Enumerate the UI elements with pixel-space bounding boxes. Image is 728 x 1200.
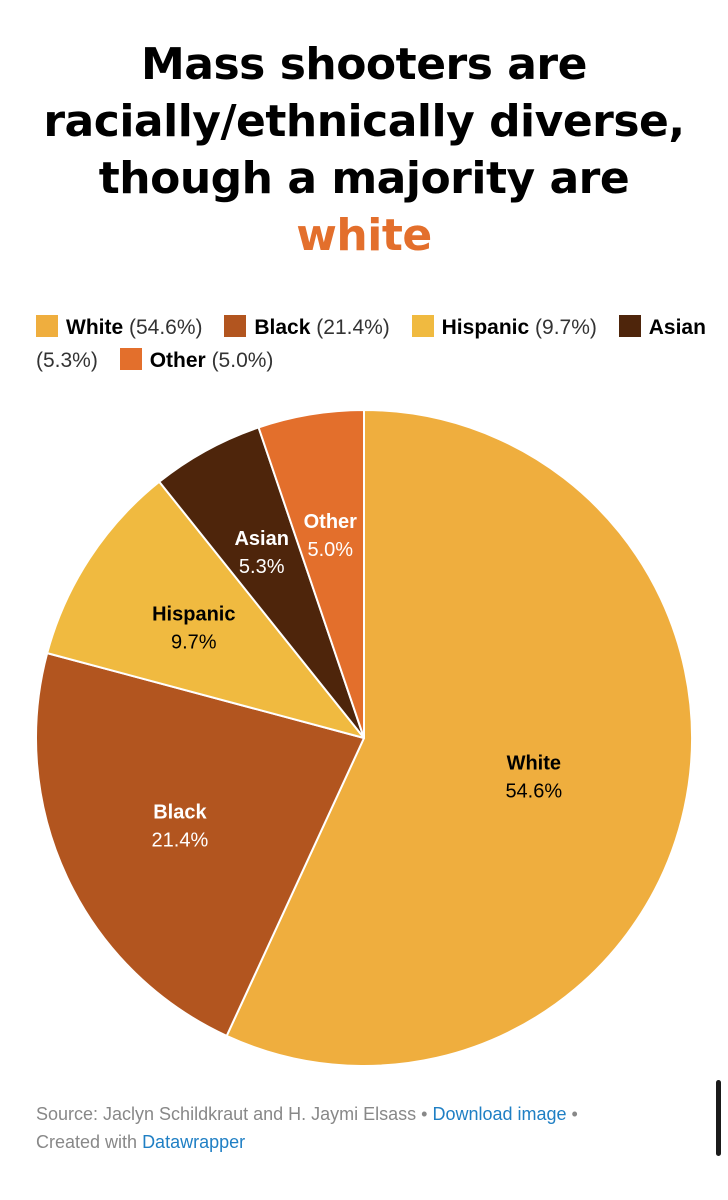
slice-label-black: Black 21.4% [152, 801, 209, 851]
title-accent: white [296, 210, 432, 261]
legend-swatch-black [224, 315, 247, 337]
legend-item-hispanic: Hispanic (9.7%) [411, 315, 597, 339]
legend-name-black: Black [254, 316, 311, 339]
footer: Source: Jaclyn Schildkraut and H. Jaymi … [36, 1100, 676, 1156]
legend-item-white: White (54.6%) [36, 315, 203, 339]
slice-name-white: White [507, 752, 561, 774]
pie-slice-other [257, 409, 365, 739]
legend-swatch-hispanic [411, 315, 434, 337]
title-line-1: Mass shooters are [141, 39, 587, 90]
slice-value-hispanic: 9.7% [171, 632, 217, 654]
legend-name-other: Other [149, 349, 206, 372]
slice-value-white: 54.6% [505, 780, 562, 802]
legend-name-asian: Asian [648, 316, 706, 339]
source-text: Source: Jaclyn Schildkraut and H. Jaymi … [36, 1104, 417, 1124]
legend-name-white: White [66, 316, 124, 339]
download-image-link[interactable]: Download image [432, 1104, 567, 1124]
slice-name-other: Other [304, 511, 358, 533]
legend-pct-other: (5.0%) [211, 349, 274, 372]
legend-item-black: Black (21.4%) [224, 315, 390, 339]
slice-label-asian: Asian 5.3% [234, 528, 288, 578]
legend-swatch-asian [618, 315, 641, 337]
legend-item-other: Other (5.0%) [119, 348, 274, 372]
chart-title: Mass shooters are racially/ethnically di… [0, 36, 728, 264]
created-with-text: Created with [36, 1132, 143, 1152]
legend-pct-asian: (5.3%) [36, 349, 98, 372]
slice-value-asian: 5.3% [239, 556, 285, 578]
legend-pct-black: (21.4%) [316, 316, 390, 339]
scrollbar[interactable] [716, 1080, 721, 1156]
legend-pct-white: (54.6%) [129, 316, 203, 339]
slice-name-black: Black [153, 801, 207, 823]
slice-label-other: Other 5.0% [304, 511, 358, 561]
legend: White (54.6%) Black (21.4%) Hispanic (9.… [36, 311, 706, 377]
slice-name-asian: Asian [234, 528, 288, 550]
slice-name-hispanic: Hispanic [152, 604, 235, 626]
slice-label-hispanic: Hispanic 9.7% [152, 604, 235, 654]
pie-slice-hispanic [46, 480, 365, 739]
slice-value-other: 5.0% [308, 539, 354, 561]
legend-item-asian: Asian (5.3%) [36, 315, 706, 372]
pie-slice-black [35, 652, 365, 1037]
datawrapper-link[interactable]: Datawrapper [142, 1132, 246, 1152]
pie-slice-white [225, 409, 693, 1067]
title-line-3: though a majority are [98, 153, 630, 204]
legend-name-hispanic: Hispanic [441, 316, 530, 339]
title-line-2: racially/ethnically diverse, [43, 96, 685, 147]
slice-value-black: 21.4% [152, 829, 209, 851]
pie-chart: White 54.6% Black 21.4% Hispanic 9.7% Asian 5.3… [35, 409, 693, 1067]
slice-label-white: White 54.6% [505, 752, 562, 802]
legend-swatch-other [119, 348, 142, 370]
legend-swatch-white [36, 315, 58, 337]
footer-separator: • [416, 1104, 433, 1124]
footer-separator-2: • [566, 1104, 578, 1124]
legend-pct-hispanic: (9.7%) [535, 316, 597, 339]
